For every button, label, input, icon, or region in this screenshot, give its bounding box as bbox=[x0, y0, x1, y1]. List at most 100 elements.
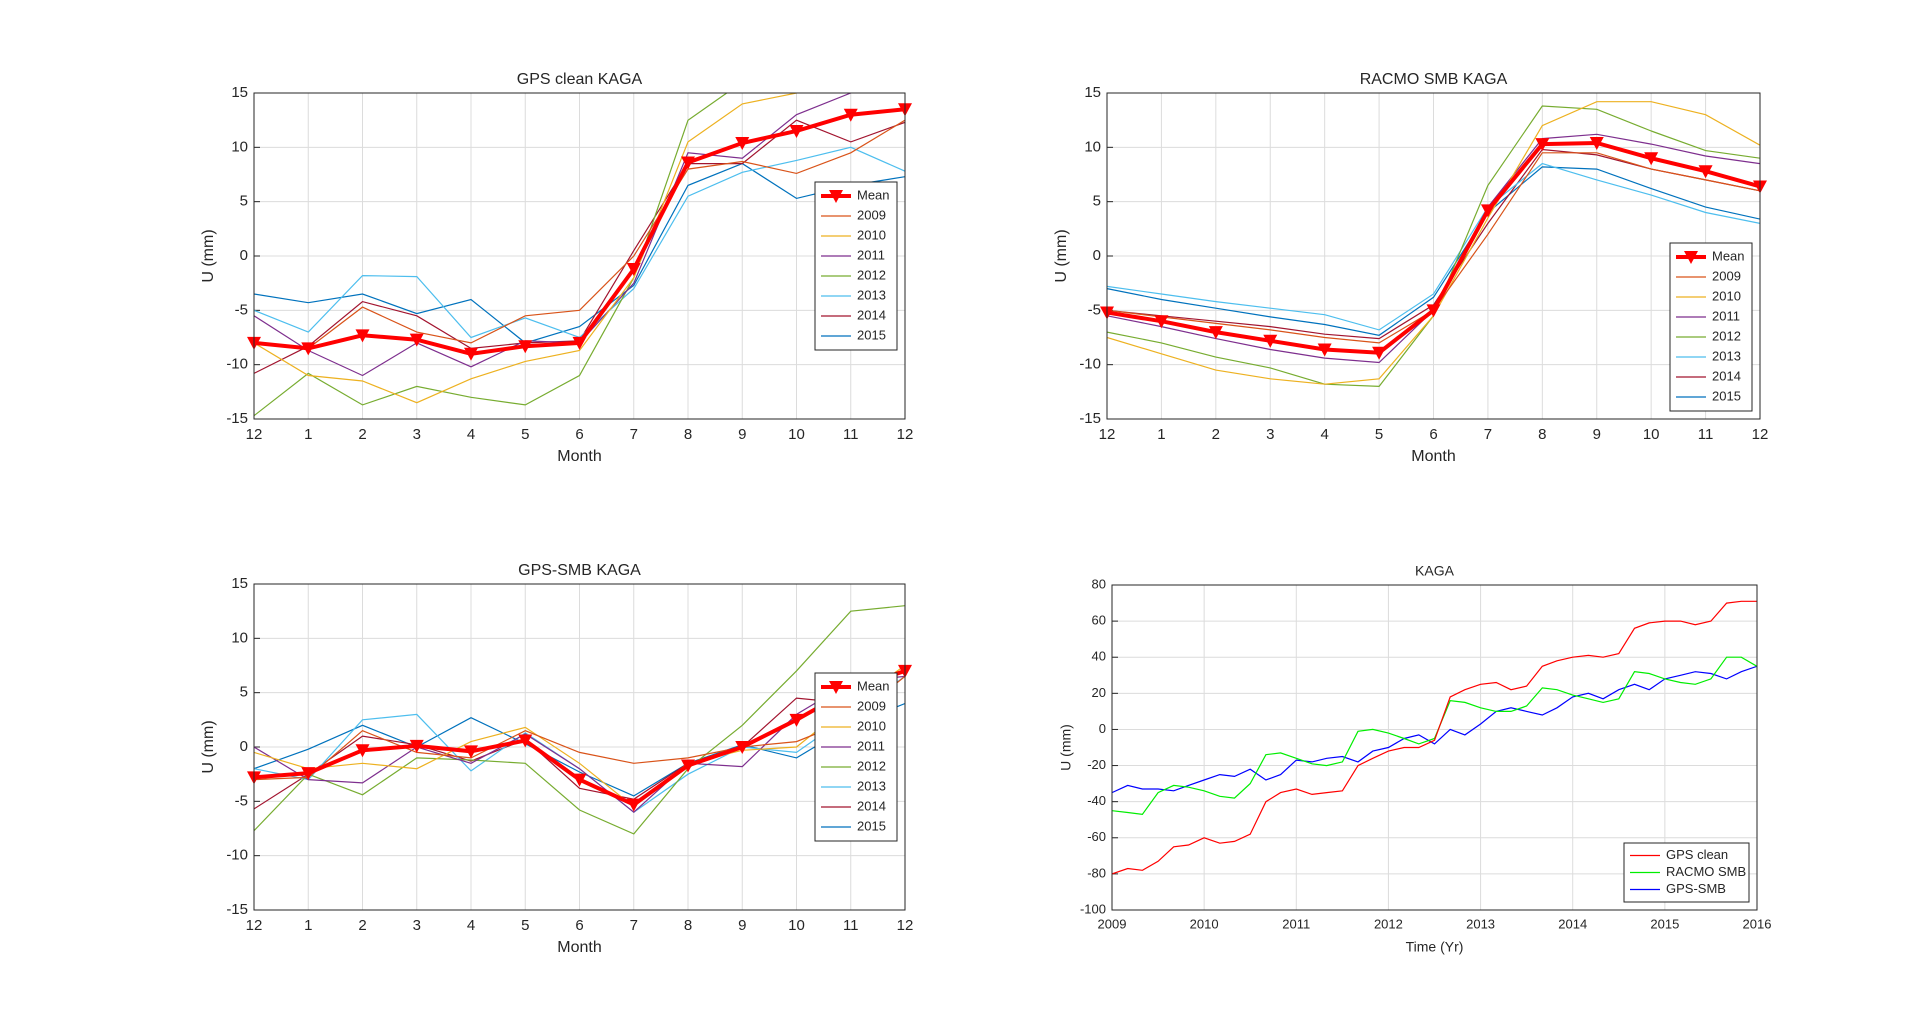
y-tick-label: 15 bbox=[231, 575, 248, 592]
legend-label: 2012 bbox=[857, 267, 886, 282]
x-tick-label: 1 bbox=[304, 426, 312, 443]
x-tick-label: 7 bbox=[630, 917, 638, 934]
series-line bbox=[254, 93, 728, 417]
x-tick-label: 9 bbox=[738, 426, 746, 443]
x-tick-label: 2015 bbox=[1650, 916, 1679, 931]
marker bbox=[1317, 343, 1332, 357]
marker bbox=[518, 340, 533, 354]
y-tick-label: -5 bbox=[1088, 301, 1101, 318]
x-axis-label: Time (Yr) bbox=[1406, 939, 1464, 955]
marker bbox=[409, 333, 424, 347]
y-tick-label: 5 bbox=[1093, 193, 1101, 210]
x-tick-label: 1 bbox=[304, 917, 312, 934]
series-line bbox=[1112, 600, 1757, 875]
marker bbox=[464, 347, 478, 361]
marker bbox=[301, 767, 316, 781]
legend-label: 2012 bbox=[1712, 328, 1741, 343]
series-line bbox=[254, 605, 905, 835]
marker bbox=[464, 745, 478, 759]
y-tick-label: 40 bbox=[1092, 649, 1106, 664]
marker bbox=[355, 329, 370, 343]
legend-label: Mean bbox=[857, 187, 890, 202]
marker bbox=[301, 342, 316, 356]
chart-title: GPS clean KAGA bbox=[517, 71, 643, 88]
y-tick-label: 0 bbox=[240, 247, 248, 264]
chart-title: KAGA bbox=[1415, 563, 1455, 579]
y-tick-label: -60 bbox=[1087, 829, 1106, 844]
x-tick-label: 2012 bbox=[1374, 916, 1403, 931]
y-tick-label: -15 bbox=[226, 901, 248, 918]
x-tick-label: 2014 bbox=[1558, 916, 1587, 931]
legend-label: 2013 bbox=[857, 287, 886, 302]
x-tick-label: 12 bbox=[897, 426, 914, 443]
legend-label: 2014 bbox=[857, 798, 886, 813]
legend-label: 2014 bbox=[1712, 368, 1741, 383]
marker bbox=[409, 739, 424, 753]
marker bbox=[1589, 136, 1604, 150]
marker bbox=[1372, 346, 1387, 360]
legend-marker bbox=[1684, 251, 1698, 264]
y-tick-label: -20 bbox=[1087, 757, 1106, 772]
axes-box bbox=[1111, 584, 1758, 911]
y-axis-label: U (mm) bbox=[1053, 229, 1070, 282]
x-tick-label: 9 bbox=[738, 917, 746, 934]
x-tick-label: 4 bbox=[1320, 426, 1328, 443]
marker bbox=[681, 759, 695, 773]
y-tick-label: -80 bbox=[1087, 865, 1106, 880]
series-line bbox=[254, 668, 905, 810]
legend-label: 2015 bbox=[857, 327, 886, 342]
marker bbox=[626, 263, 641, 277]
legend: Mean 2009 2010 2011 2012 2013 2014 2015 bbox=[814, 181, 898, 351]
legend-label: 2010 bbox=[1712, 288, 1741, 303]
legend: Mean 2009 2010 2011 2012 2013 2014 2015 bbox=[1669, 242, 1753, 412]
x-tick-label: 11 bbox=[843, 917, 859, 934]
y-tick-label: -15 bbox=[1079, 410, 1101, 427]
x-tick-label: 4 bbox=[467, 917, 475, 934]
marker bbox=[735, 136, 750, 150]
legend-label: 2012 bbox=[857, 758, 886, 773]
legend-label: RACMO SMB bbox=[1666, 864, 1746, 879]
legend-label: GPS clean bbox=[1666, 847, 1728, 862]
legend-label: 2013 bbox=[1712, 348, 1741, 363]
x-tick-label: 2011 bbox=[1282, 916, 1310, 931]
x-tick-label: 5 bbox=[1375, 426, 1383, 443]
legend-label: 2009 bbox=[857, 698, 886, 713]
y-tick-label: 80 bbox=[1092, 576, 1106, 591]
marker bbox=[1426, 304, 1441, 318]
legend-label: 2010 bbox=[857, 227, 886, 242]
x-axis-label: Month bbox=[557, 448, 601, 465]
axes-box bbox=[253, 92, 906, 420]
marker bbox=[789, 713, 804, 727]
legend-label: 2009 bbox=[1712, 268, 1741, 283]
y-tick-label: 5 bbox=[240, 684, 248, 701]
axes-box bbox=[253, 583, 906, 911]
series-line bbox=[254, 702, 905, 797]
x-tick-label: 5 bbox=[521, 426, 529, 443]
x-tick-label: 12 bbox=[246, 426, 263, 443]
chart-title: GPS-SMB KAGA bbox=[518, 562, 641, 579]
legend-label: 2011 bbox=[857, 738, 885, 753]
y-tick-label: 10 bbox=[231, 138, 248, 155]
y-tick-label: 0 bbox=[1099, 721, 1106, 736]
x-tick-label: 2016 bbox=[1743, 916, 1772, 931]
series-line bbox=[254, 93, 800, 404]
x-tick-label: 8 bbox=[684, 917, 692, 934]
x-tick-label: 12 bbox=[246, 917, 263, 934]
x-tick-label: 3 bbox=[1266, 426, 1274, 443]
x-tick-label: 3 bbox=[413, 426, 421, 443]
marker bbox=[572, 773, 587, 787]
series-line bbox=[254, 665, 905, 808]
legend-label: 2013 bbox=[857, 778, 886, 793]
y-axis-label: U (mm) bbox=[200, 229, 217, 282]
x-tick-label: 10 bbox=[788, 426, 805, 443]
y-tick-label: 0 bbox=[1093, 247, 1101, 264]
x-tick-label: 12 bbox=[1752, 426, 1769, 443]
legend-marker bbox=[829, 190, 843, 203]
y-tick-label: -100 bbox=[1080, 901, 1106, 916]
legend-marker bbox=[829, 681, 843, 694]
marker bbox=[735, 741, 750, 754]
marker bbox=[518, 734, 533, 748]
marker bbox=[681, 156, 695, 170]
